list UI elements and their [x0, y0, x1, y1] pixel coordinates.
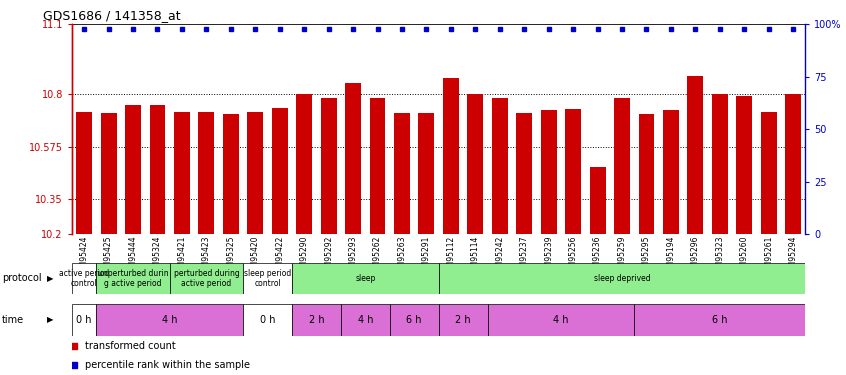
Bar — [243, 262, 292, 294]
Bar — [125, 105, 141, 234]
Bar — [541, 110, 557, 234]
Bar — [96, 262, 170, 294]
Text: ▶: ▶ — [47, 315, 53, 324]
Text: unperturbed durin
g active period: unperturbed durin g active period — [98, 269, 168, 288]
Bar — [443, 78, 459, 234]
Bar — [292, 262, 438, 294]
Bar — [663, 110, 678, 234]
Bar — [150, 105, 166, 234]
Bar — [345, 83, 361, 234]
Bar — [761, 112, 777, 234]
Bar — [394, 113, 410, 234]
Text: 0 h: 0 h — [260, 315, 275, 325]
Bar — [614, 98, 630, 234]
Bar — [438, 304, 487, 336]
Bar — [711, 94, 728, 234]
Bar — [243, 304, 292, 336]
Bar — [492, 98, 508, 234]
Bar — [76, 112, 92, 234]
Bar — [72, 262, 96, 294]
Bar — [296, 94, 312, 234]
Text: 0 h: 0 h — [76, 315, 92, 325]
Bar — [96, 304, 243, 336]
Bar — [736, 96, 752, 234]
Text: 4 h: 4 h — [553, 315, 569, 325]
Bar — [170, 262, 243, 294]
Bar — [634, 304, 805, 336]
Bar — [688, 76, 703, 234]
Text: GDS1686 / 141358_at: GDS1686 / 141358_at — [42, 9, 180, 22]
Bar — [292, 304, 341, 336]
Text: 4 h: 4 h — [358, 315, 373, 325]
Text: protocol: protocol — [2, 273, 41, 284]
Text: sleep deprived: sleep deprived — [594, 274, 651, 283]
Text: perturbed during
active period: perturbed during active period — [173, 269, 239, 288]
Text: transformed count: transformed count — [85, 341, 175, 351]
Bar — [516, 113, 532, 234]
Bar — [390, 304, 438, 336]
Text: 6 h: 6 h — [712, 315, 728, 325]
Text: active period
control: active period control — [59, 269, 109, 288]
Text: time: time — [2, 315, 24, 325]
Bar — [321, 98, 337, 234]
Text: percentile rank within the sample: percentile rank within the sample — [85, 360, 250, 369]
Text: 6 h: 6 h — [406, 315, 422, 325]
Text: 4 h: 4 h — [162, 315, 178, 325]
Bar — [222, 114, 239, 234]
Bar — [487, 304, 634, 336]
Bar — [639, 114, 655, 234]
Bar — [199, 112, 214, 234]
Bar — [174, 112, 190, 234]
Bar — [72, 304, 96, 336]
Bar — [419, 113, 434, 234]
Text: sleep period
control: sleep period control — [244, 269, 291, 288]
Bar — [438, 262, 805, 294]
Bar — [370, 98, 386, 234]
Text: 2 h: 2 h — [455, 315, 471, 325]
Text: ▶: ▶ — [47, 274, 53, 283]
Bar — [101, 113, 117, 234]
Text: 2 h: 2 h — [309, 315, 324, 325]
Bar — [785, 94, 801, 234]
Bar — [467, 94, 483, 234]
Bar — [565, 109, 581, 234]
Text: sleep: sleep — [355, 274, 376, 283]
Bar — [341, 304, 390, 336]
Bar — [247, 112, 263, 234]
Bar — [272, 108, 288, 234]
Bar — [590, 167, 606, 234]
